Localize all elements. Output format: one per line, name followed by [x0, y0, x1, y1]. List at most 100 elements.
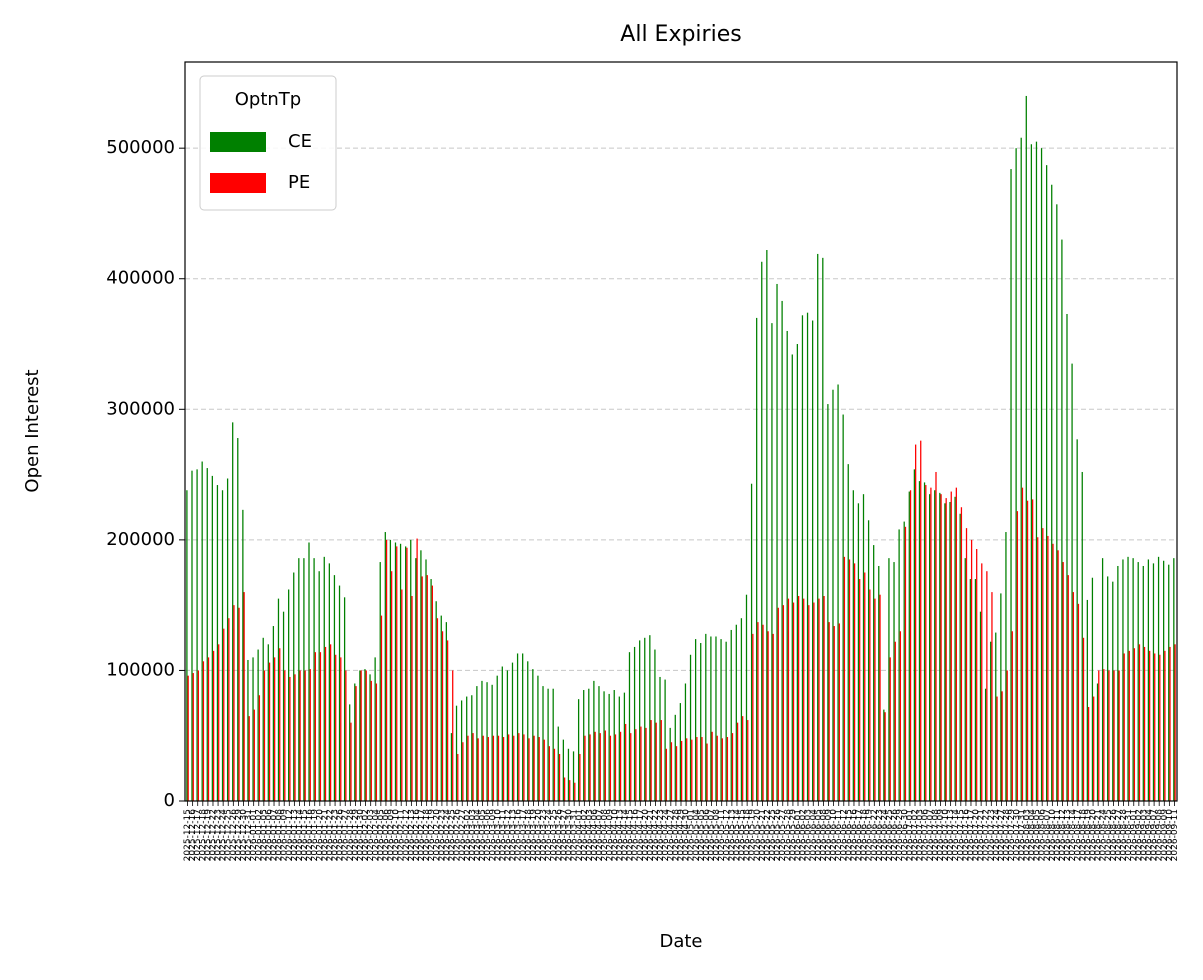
- y-tick-label: 400000: [106, 268, 175, 289]
- bar: [1143, 646, 1146, 801]
- bar: [369, 674, 371, 801]
- bar: [196, 469, 198, 801]
- bar: [391, 571, 393, 801]
- bar: [935, 471, 937, 801]
- x-tick-label: 2026-01-05: [259, 809, 269, 861]
- bar: [232, 422, 234, 801]
- bar: [649, 635, 651, 801]
- bar: [614, 734, 617, 801]
- bar: [318, 571, 320, 801]
- bar: [1108, 670, 1110, 801]
- bar: [308, 542, 310, 801]
- bar: [1025, 95, 1027, 801]
- bar: [857, 503, 860, 801]
- bar: [1016, 511, 1019, 801]
- ticks: 0 100000 200000 300000 400000 500000 2025-12-1…: [106, 137, 1180, 861]
- bar: [522, 653, 524, 801]
- bar: [1061, 239, 1063, 801]
- bar: [801, 315, 804, 801]
- bar: [350, 722, 352, 801]
- x-tick-label: 2026-08-18: [1078, 809, 1088, 862]
- x-tick-label: 2026-04-15: [626, 809, 636, 861]
- y-tick-label: 500000: [106, 137, 175, 158]
- x-tick-label: 2026-05-12: [722, 809, 732, 861]
- x-tick-label: 2026-01-21: [320, 809, 330, 861]
- x-tick-label: 2026-01-23: [331, 809, 341, 861]
- x-tick-label: 2025-12-26: [229, 809, 239, 862]
- x-tick-label: 2026-06-09: [824, 809, 834, 862]
- bar: [567, 748, 570, 801]
- bar: [828, 622, 830, 801]
- bar: [689, 654, 692, 801]
- bar: [518, 733, 520, 801]
- bar: [660, 720, 662, 801]
- x-tick-label: 2026-04-21: [646, 809, 656, 861]
- x-tick-label: 2026-07-10: [941, 809, 951, 862]
- bar: [440, 615, 442, 801]
- bar: [838, 623, 840, 801]
- bar: [859, 579, 861, 801]
- bar: [370, 680, 372, 801]
- x-tick-label: 2026-07-29: [1007, 809, 1017, 862]
- bar: [669, 727, 671, 801]
- bar: [253, 709, 255, 801]
- bar: [492, 735, 495, 801]
- bar: [864, 572, 866, 801]
- x-tick-label: 2026-02-27: [458, 809, 468, 861]
- bar: [818, 598, 820, 801]
- bar: [476, 686, 478, 801]
- x-tick-label: 2026-07-20: [972, 809, 982, 862]
- bar: [659, 676, 661, 801]
- bar: [1066, 313, 1068, 801]
- x-tick-label: 2026-02-02: [361, 809, 371, 861]
- x-tick-label: 2026-01-01: [249, 809, 259, 861]
- bar: [272, 626, 275, 801]
- bar: [186, 490, 188, 801]
- bar: [562, 739, 564, 801]
- chart-title: All Expiries: [620, 22, 741, 47]
- bar: [533, 735, 535, 801]
- bar: [263, 670, 266, 801]
- bar: [796, 344, 799, 801]
- bar: [630, 733, 632, 801]
- bar: [823, 596, 825, 801]
- bar: [1163, 560, 1165, 801]
- bar: [720, 639, 722, 801]
- bar: [411, 596, 413, 801]
- x-tick-label: 2026-06-30: [900, 809, 910, 862]
- bar: [257, 649, 259, 801]
- bar: [552, 688, 554, 801]
- x-tick-label: 2026-09-07: [1150, 809, 1160, 861]
- bar: [984, 688, 987, 801]
- x-tick-label: 2026-08-14: [1068, 809, 1078, 862]
- bar: [904, 526, 907, 801]
- y-tick-label: 300000: [106, 398, 175, 419]
- bar: [716, 735, 718, 801]
- bar: [294, 674, 296, 801]
- x-tick-label: 2026-04-14: [621, 809, 631, 862]
- bar: [1123, 653, 1125, 801]
- bar: [847, 464, 849, 801]
- bar: [878, 565, 880, 801]
- bar: [1011, 631, 1013, 801]
- bar: [745, 594, 748, 801]
- bar: [781, 300, 783, 801]
- x-tick-label: 2026-01-02: [254, 809, 264, 861]
- x-tick-label: 2026-07-09: [936, 809, 946, 862]
- x-tick-label: 2026-07-13: [946, 809, 956, 861]
- x-tick-label: 2026-06-26: [890, 809, 900, 862]
- x-tick-label: 2026-02-04: [371, 809, 381, 862]
- bar: [247, 659, 249, 801]
- bar: [903, 521, 905, 801]
- x-tick-label: 2026-01-26: [336, 809, 346, 862]
- bar: [238, 607, 240, 801]
- x-tick-label: 2026-08-20: [1089, 809, 1099, 862]
- bar: [736, 722, 739, 801]
- bar: [323, 556, 325, 801]
- legend-label: PE: [288, 172, 310, 193]
- bar: [1157, 556, 1160, 801]
- x-tick-label: 2026-08-06: [1038, 809, 1048, 862]
- x-tick-label: 2026-07-30: [1012, 809, 1022, 862]
- bar: [706, 743, 708, 801]
